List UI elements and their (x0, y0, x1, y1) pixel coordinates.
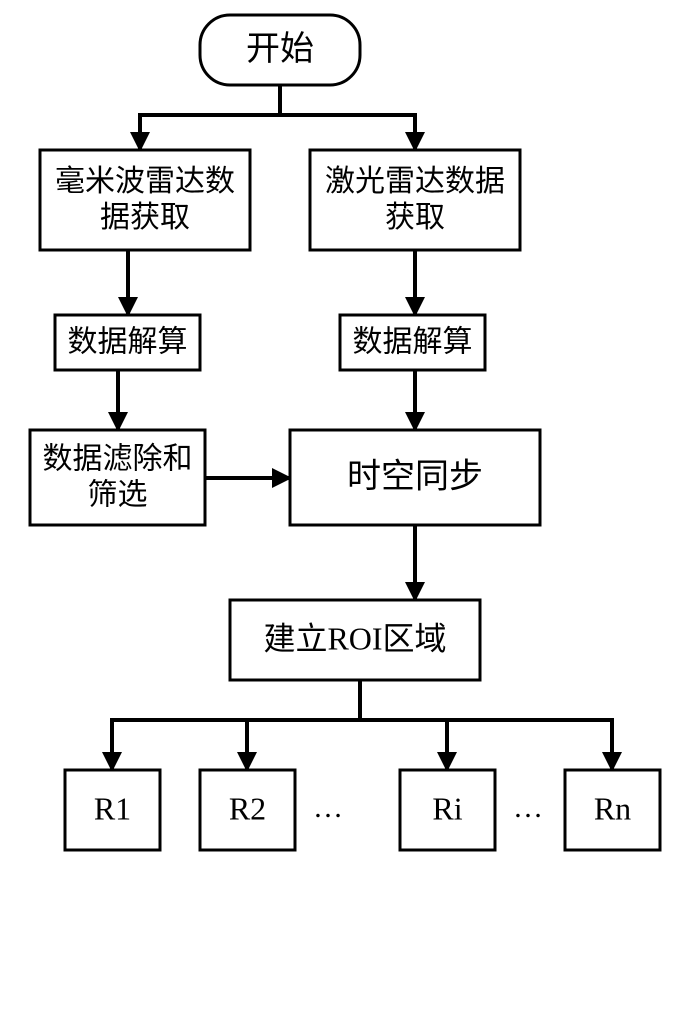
leaf-Rn-label: Rn (594, 790, 631, 826)
leaf-R1-label: R1 (94, 790, 131, 826)
node-filter-label: 数据滤除和 (43, 442, 193, 475)
node-mm_acq-label: 据获取 (100, 201, 190, 234)
leaf-R2-label: R2 (229, 790, 266, 826)
node-mm_solve-label: 数据解算 (68, 325, 188, 358)
edge (247, 680, 360, 770)
edge (280, 85, 415, 150)
node-li_solve-label: 数据解算 (353, 325, 473, 358)
node-lidar_acq-label: 获取 (385, 201, 445, 234)
edge (112, 680, 360, 770)
ellipsis: … (313, 791, 347, 824)
node-lidar_acq-label: 激光雷达数据 (325, 165, 505, 198)
node-roi-label: 建立ROI区域 (263, 620, 446, 656)
edge (360, 680, 612, 770)
node-filter-label: 筛选 (88, 478, 148, 511)
node-mm_acq-label: 毫米波雷达数 (55, 165, 235, 198)
ellipsis: … (513, 791, 547, 824)
edge (140, 85, 280, 150)
leaf-Ri-label: Ri (432, 790, 462, 826)
node-sync-label: 时空同步 (347, 457, 483, 495)
start-label: 开始 (246, 30, 314, 68)
edge (360, 680, 447, 770)
